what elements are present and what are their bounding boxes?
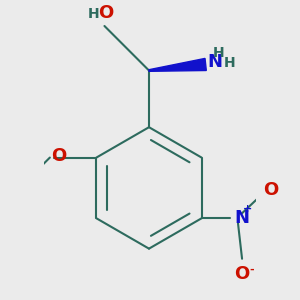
Text: O: O [234, 265, 250, 283]
Text: -: - [250, 265, 254, 275]
Text: H: H [213, 46, 225, 60]
Text: N: N [208, 53, 223, 71]
Text: O: O [98, 4, 113, 22]
Text: +: + [242, 204, 252, 214]
Text: O: O [51, 146, 66, 164]
Text: H: H [88, 7, 99, 21]
Text: N: N [234, 209, 249, 227]
Polygon shape [149, 58, 206, 71]
Text: H: H [224, 56, 236, 70]
Text: O: O [263, 181, 279, 199]
